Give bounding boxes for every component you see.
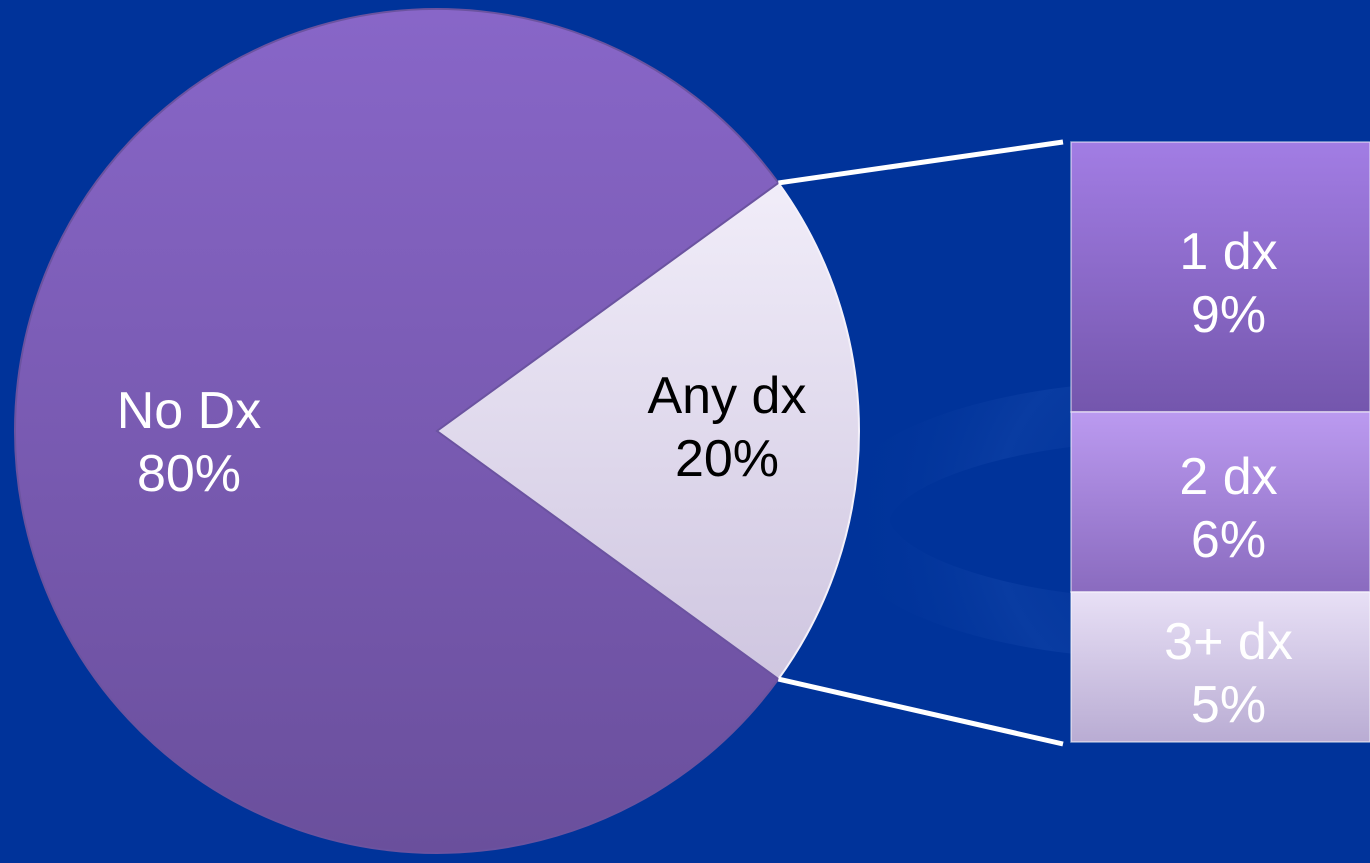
bar-label-2-dx: 2 dx 6% — [1179, 448, 1277, 569]
connector-line-top — [778, 139, 1064, 186]
bar-label-3plus-dx: 3+ dx 5% — [1164, 613, 1293, 734]
pie-slice-no-dx — [13, 8, 780, 854]
pie: No Dx 80% Any dx 20% — [13, 8, 860, 854]
pie-label-no-dx: No Dx 80% — [117, 382, 261, 503]
connector-line-bottom — [777, 676, 1064, 747]
bar-label-1-dx: 1 dx 9% — [1179, 223, 1277, 344]
pie-slice-any-dx — [435, 181, 860, 681]
pie-label-any-dx: Any dx 20% — [648, 367, 807, 488]
bar-segment-1-dx — [1070, 141, 1370, 413]
bar-segment-3plus-dx — [1070, 591, 1370, 743]
bar-segment-2-dx — [1070, 411, 1370, 593]
breakdown-bar: 1 dx 9% 2 dx 6% 3+ dx 5% — [1070, 141, 1370, 743]
connector-lines — [777, 139, 1064, 747]
